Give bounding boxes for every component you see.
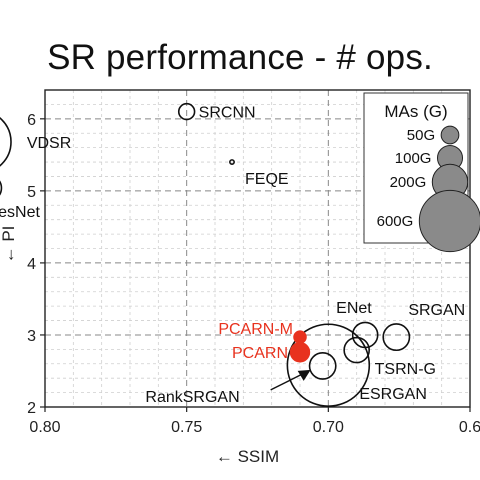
label-feqe: FEQE [245,171,289,188]
point-vdsr [0,111,11,173]
y-axis-label: ← PI [0,226,18,264]
y-tick-label: 6 [27,112,36,129]
x-axis-label: ← SSIM [216,447,279,466]
x-tick-label: 0.75 [171,419,202,436]
size-legend-label: 600G [377,213,414,230]
y-tick-label: 2 [27,400,36,417]
point-srresnet [0,175,1,201]
label-srgan: SRGAN [408,302,465,319]
label-tsrn-g: TSRN-G [375,361,436,378]
point-pcarn-m [294,331,307,344]
x-tick-label: 0.70 [313,419,344,436]
y-tick-label: 3 [27,328,36,345]
y-tick-label: 4 [27,256,36,273]
label-enet: ENet [336,300,372,317]
label-srcnn: SRCNN [199,105,256,122]
point-ranksrgan [310,353,336,379]
label-ranksrgan: RankSRGAN [145,389,239,406]
size-legend-title: MAs (G) [384,102,447,121]
y-tick-label: 5 [27,184,36,201]
label-srresnet: SRResNet [0,204,40,221]
label-pcarn: PCARN [232,345,288,362]
label-vdsr: VDSR [27,135,71,152]
size-legend-label: 50G [407,127,435,144]
label-esrgan: ESRGAN [359,386,427,403]
ranksrgan-arrow-line [271,374,303,390]
size-legend-marker [419,190,480,251]
x-tick-label: 0.6 [459,419,480,436]
label-pcarn-m: PCARN-M [218,321,293,338]
size-legend-label: 200G [390,174,427,191]
size-legend-marker [441,126,459,144]
size-legend-label: 100G [395,150,432,167]
point-srgan [383,324,409,350]
point-pcarn [290,343,309,362]
x-tick-label: 0.80 [29,419,60,436]
